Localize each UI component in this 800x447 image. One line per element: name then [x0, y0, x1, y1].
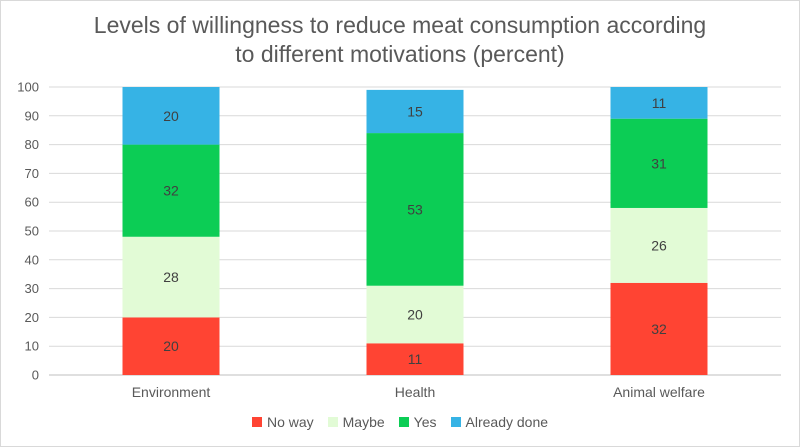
x-category-label: Environment: [132, 384, 211, 400]
legend-swatch: [251, 417, 262, 427]
chart-title-line-1: Levels of willingness to reduce meat con…: [93, 12, 707, 38]
y-axis-ticks: 0 10 20 30 40 50 60 70 80 90 100: [17, 80, 39, 383]
bars: 20 28 32 20 11 20 53 15 32 26 31 11: [122, 87, 708, 375]
legend-swatch: [398, 417, 409, 427]
y-tick-label: 40: [25, 252, 39, 267]
bar-segment: [366, 89, 464, 134]
bar-segment: [122, 236, 220, 318]
data-label: 26: [651, 237, 667, 253]
bar-segment: [366, 285, 464, 344]
legend-label: Already done: [465, 414, 549, 430]
x-category-label: Animal welfare: [613, 384, 705, 400]
y-tick-label: 80: [25, 137, 39, 152]
legend-swatch: [327, 417, 338, 427]
y-tick-label: 0: [32, 368, 39, 383]
data-label: 32: [163, 183, 179, 199]
bar-segment: [122, 317, 220, 375]
data-label: 11: [652, 95, 667, 111]
y-tick-label: 10: [25, 339, 39, 354]
data-label: 31: [651, 155, 667, 171]
legend-label: Maybe: [342, 414, 385, 430]
y-tick-label: 70: [25, 166, 39, 181]
bar-segment: [610, 282, 708, 375]
bar-segment: [122, 87, 220, 145]
legend-item: Yes: [398, 414, 437, 430]
legend-label: No way: [266, 414, 314, 430]
bar-segment: [122, 144, 220, 237]
bar-segment: [610, 87, 708, 119]
x-axis-categories: Environment Health Animal welfare: [132, 384, 705, 400]
legend-label: Yes: [413, 414, 437, 430]
data-label: 20: [163, 108, 179, 124]
y-tick-label: 30: [25, 281, 39, 296]
data-label: 32: [651, 321, 667, 337]
data-label: 53: [407, 201, 423, 217]
bar-segment: [610, 118, 708, 208]
data-label: 20: [163, 338, 179, 354]
legend-item: Maybe: [327, 414, 385, 430]
x-category-label: Health: [395, 384, 435, 400]
chart-title: Levels of willingness to reduce meat con…: [1, 11, 799, 69]
legend: No way Maybe Yes Already done: [1, 414, 799, 430]
legend-swatch: [450, 417, 461, 427]
bar-segment: [610, 207, 708, 283]
data-label: 20: [407, 307, 423, 323]
y-tick-label: 20: [25, 310, 39, 325]
legend-item: Already done: [450, 414, 549, 430]
chart-title-line-2: to different motivations (percent): [235, 41, 565, 67]
legend-item: No way: [251, 414, 314, 430]
y-tick-label: 60: [25, 195, 39, 210]
bar-segment: [366, 133, 464, 286]
y-tick-label: 100: [17, 80, 39, 95]
bar-segment: [366, 343, 464, 375]
y-tick-label: 90: [25, 108, 39, 123]
y-tick-label: 50: [25, 224, 39, 239]
data-label: 11: [408, 351, 423, 367]
data-label: 28: [163, 269, 179, 285]
data-label: 15: [407, 103, 423, 119]
